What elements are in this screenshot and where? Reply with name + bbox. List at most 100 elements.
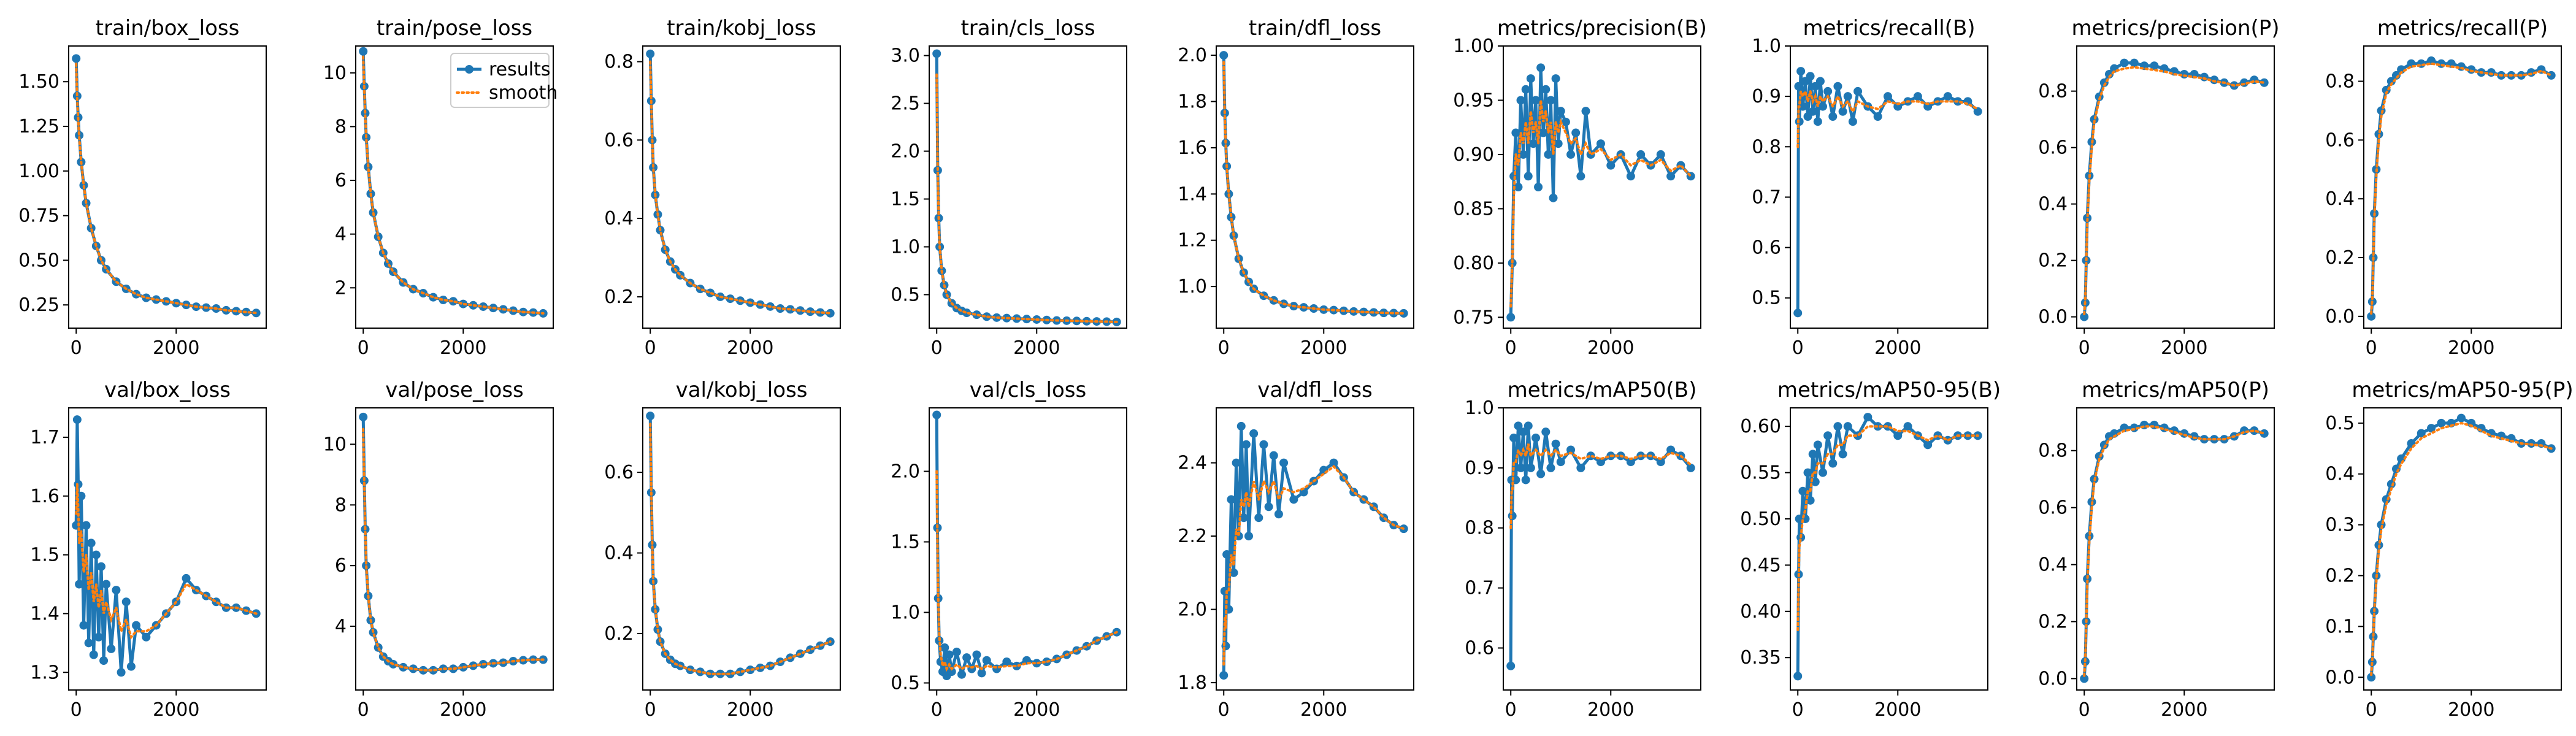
axes-frame <box>1503 45 1701 329</box>
results-data-point <box>746 665 755 675</box>
results-data-point <box>1551 439 1560 448</box>
results-data-point <box>1606 161 1616 170</box>
x-tick-label: 0 <box>358 699 369 721</box>
y-tick-label: 1.6 <box>30 486 59 507</box>
results-data-point <box>1973 107 1982 116</box>
x-tick-label: 0 <box>1505 337 1517 359</box>
results-data-point <box>1536 469 1546 478</box>
results-data-point <box>2260 78 2269 87</box>
axes-frame <box>355 407 554 691</box>
results-data-point <box>1544 150 1553 159</box>
results-data-point <box>1524 172 1533 181</box>
y-tick-label: 0.4 <box>2325 188 2355 210</box>
x-tick-label: 2000 <box>1300 699 1347 721</box>
plot-area <box>932 410 1121 680</box>
results-data-point <box>2437 418 2446 427</box>
results-data-point <box>1506 313 1516 322</box>
y-tick-label: 0.6 <box>2325 129 2355 151</box>
results-data-point <box>1254 513 1263 523</box>
chart-title: train/kobj_loss <box>667 16 816 40</box>
results-data-point <box>126 662 136 671</box>
results-data-point <box>962 653 972 662</box>
axes-frame <box>642 45 841 329</box>
y-tick-label: 0.45 <box>1740 554 1781 576</box>
results-data-point <box>1521 475 1530 485</box>
results-data-point <box>2386 480 2396 489</box>
legend-results-marker <box>465 65 473 74</box>
results-data-point <box>1289 495 1298 504</box>
x-tick-label: 2000 <box>727 337 773 359</box>
x-tick-label: 0 <box>1218 699 1230 721</box>
x-tick-label: 2000 <box>1013 337 1060 359</box>
results-data-point <box>2427 424 2436 433</box>
results-data-point <box>1576 463 1585 472</box>
y-tick-label: 0.6 <box>604 462 634 483</box>
y-tick-label: 2.2 <box>1178 526 1207 547</box>
chart-title: train/box_loss <box>96 16 240 40</box>
plot-area <box>1506 421 1695 670</box>
results-data-point <box>932 49 941 58</box>
plot-area <box>2080 58 2269 321</box>
results-data-point <box>1571 128 1581 137</box>
results-data-point <box>142 632 151 642</box>
smooth-series-line <box>2370 421 2553 677</box>
results-data-point <box>1626 172 1635 181</box>
chart-title: train/cls_loss <box>960 16 1095 40</box>
results-data-point <box>646 49 655 58</box>
results-data-point <box>1516 463 1525 472</box>
y-tick-label: 0.6 <box>1752 237 1781 259</box>
y-tick-label: 0.50 <box>18 250 59 271</box>
results-data-point <box>1012 661 1021 670</box>
y-tick-label: 1.0 <box>891 602 920 624</box>
y-tick-label: 0.7 <box>1752 186 1781 208</box>
results-data-point <box>1636 150 1646 159</box>
results-data-point <box>1815 77 1825 86</box>
results-data-point <box>89 650 98 659</box>
results-data-point <box>1219 51 1229 60</box>
y-tick-label: 1.25 <box>18 116 59 137</box>
y-tick-label: 0.0 <box>2325 667 2355 688</box>
plot-area <box>2367 413 2556 682</box>
results-data-point <box>1796 67 1806 76</box>
results-data-point <box>72 54 81 63</box>
results-data-point <box>1526 74 1535 83</box>
results-data-point <box>1528 139 1538 148</box>
chart-title: metrics/recall(B) <box>1803 16 1975 40</box>
results-data-point <box>735 667 745 677</box>
results-data-point <box>932 410 941 420</box>
plot-area <box>72 415 261 677</box>
results-data-point <box>1541 85 1551 94</box>
axes-frame <box>2363 407 2562 691</box>
smooth-series-line <box>649 423 832 675</box>
results-data-point <box>2486 68 2496 77</box>
x-tick-label: 0 <box>1792 337 1804 359</box>
y-tick-label: 0.2 <box>2038 611 2068 632</box>
x-tick-label: 2000 <box>1874 337 1921 359</box>
results-data-point <box>77 491 86 500</box>
results-data-point <box>1843 92 1852 101</box>
chart-title: train/dfl_loss <box>1249 16 1381 40</box>
y-tick-label: 1.3 <box>30 662 59 683</box>
y-tick-label: 0.50 <box>1740 508 1781 530</box>
y-tick-label: 0.75 <box>18 205 59 227</box>
results-data-point <box>359 412 368 421</box>
results-data-point <box>2120 58 2129 67</box>
results-data-point <box>1793 672 1803 681</box>
smooth-series-line <box>1796 425 1979 631</box>
x-tick-label: 2000 <box>2448 699 2494 721</box>
results-data-point <box>1264 502 1273 512</box>
results-data-point <box>1566 445 1576 454</box>
results-data-point <box>1002 657 1011 666</box>
results-data-point <box>1541 427 1551 437</box>
y-tick-label: 3.0 <box>891 45 920 67</box>
chart-title: val/kobj_loss <box>676 378 808 402</box>
x-tick-label: 0 <box>358 337 369 359</box>
results-data-point <box>646 412 655 421</box>
y-tick-label: 0.6 <box>1465 637 1494 659</box>
y-tick-label: 1.7 <box>30 427 59 448</box>
x-tick-label: 0 <box>645 337 656 359</box>
x-tick-label: 0 <box>2366 699 2377 721</box>
results-data-point <box>1551 74 1560 83</box>
